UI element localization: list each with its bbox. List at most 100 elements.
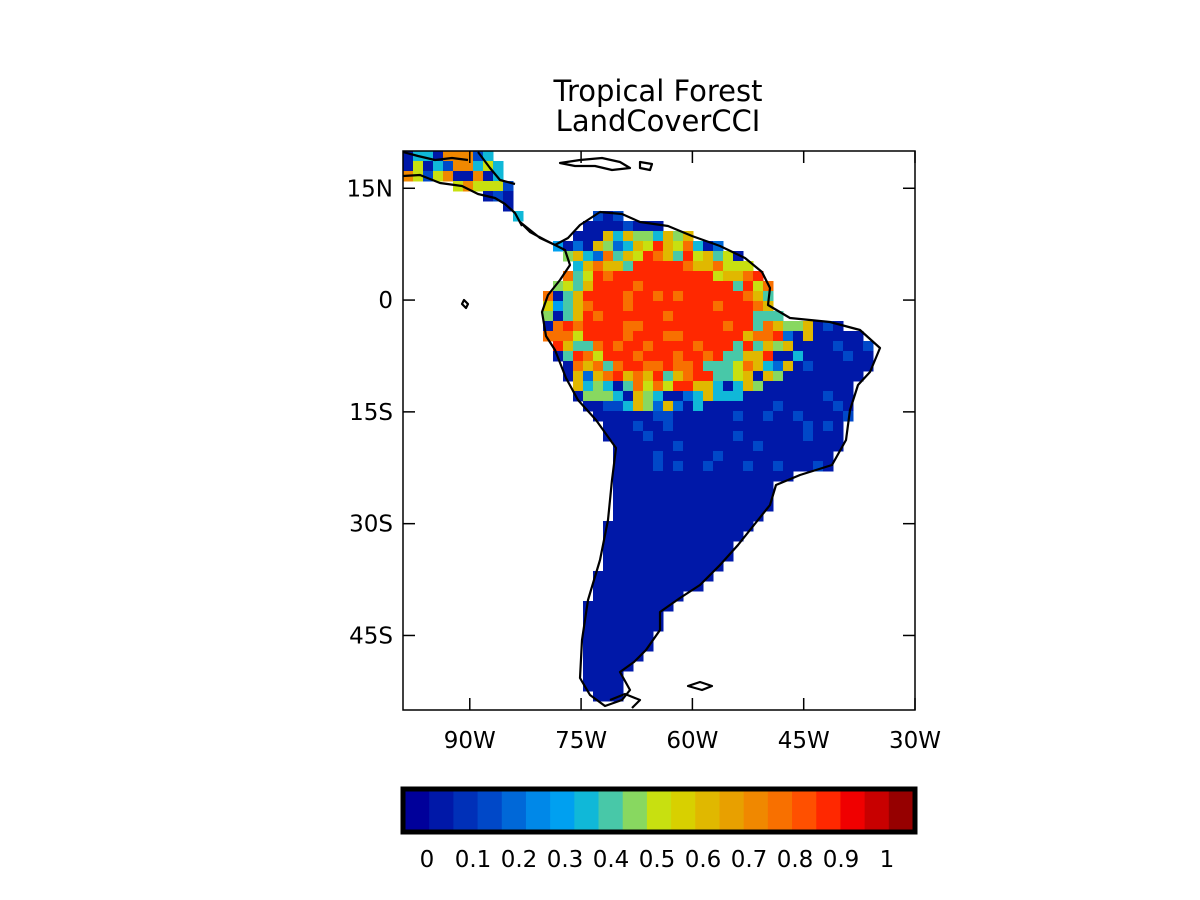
grid-cell — [753, 311, 764, 322]
grid-cell — [463, 161, 474, 172]
grid-cell — [593, 601, 604, 612]
grid-cell — [593, 611, 604, 622]
grid-cell — [673, 511, 684, 522]
grid-cell — [643, 411, 654, 422]
central-america-coastline — [403, 173, 523, 227]
grid-cell — [833, 341, 844, 352]
colorbar-swatch — [501, 791, 527, 830]
grid-cell — [693, 431, 704, 442]
grid-cell — [773, 391, 784, 402]
grid-cell — [673, 591, 684, 602]
grid-cell — [783, 401, 794, 412]
grid-cell — [613, 551, 624, 562]
grid-cell — [463, 151, 474, 162]
colorbar-swatches — [405, 791, 914, 830]
grid-cell — [643, 311, 654, 322]
grid-cell — [593, 311, 604, 322]
grid-cell — [613, 611, 624, 622]
grid-cell — [783, 381, 794, 392]
grid-cell — [773, 421, 784, 432]
grid-cell — [833, 421, 844, 432]
grid-cell — [633, 361, 644, 372]
grid-cell — [593, 231, 604, 242]
grid-cell — [613, 501, 624, 512]
grid-cell — [623, 441, 634, 452]
grid-cell — [643, 501, 654, 512]
grid-cell — [683, 431, 694, 442]
grid-cell — [653, 351, 664, 362]
grid-cell — [673, 521, 684, 532]
grid-cell — [583, 651, 594, 662]
grid-cell — [633, 621, 644, 632]
grid-cell — [693, 501, 704, 512]
grid-cell — [753, 431, 764, 442]
grid-cell — [723, 461, 734, 472]
grid-cell — [553, 281, 564, 292]
grid-cell — [633, 351, 644, 362]
grid-cell — [683, 571, 694, 582]
grid-cell — [693, 351, 704, 362]
grid-cell — [783, 411, 794, 422]
grid-cell — [663, 271, 674, 282]
grid-cell — [673, 451, 684, 462]
grid-cell — [703, 311, 714, 322]
grid-cell — [803, 381, 814, 392]
grid-cell — [813, 391, 824, 402]
colorbar-swatch — [671, 791, 696, 830]
grid-cell — [653, 621, 664, 632]
grid-cell — [563, 311, 574, 322]
grid-cell — [693, 371, 704, 382]
grid-cell — [583, 291, 594, 302]
grid-cell — [803, 441, 814, 452]
grid-cell — [683, 241, 694, 252]
grid-cell — [713, 491, 724, 502]
grid-cell — [753, 471, 764, 482]
grid-cell — [623, 451, 634, 462]
grid-cell — [753, 451, 764, 462]
grid-cell — [703, 501, 714, 512]
grid-cell — [693, 391, 704, 402]
grid-cell — [593, 331, 604, 342]
grid-cell — [613, 541, 624, 552]
grid-cell — [683, 451, 694, 462]
grid-cell — [723, 301, 734, 312]
grid-cell — [753, 271, 764, 282]
grid-cell — [583, 311, 594, 322]
grid-cell — [573, 311, 584, 322]
grid-cell — [633, 251, 644, 262]
grid-cell — [623, 591, 634, 602]
grid-cell — [603, 561, 614, 572]
grid-cell — [663, 511, 674, 522]
grid-cell — [713, 361, 724, 372]
grid-cell — [593, 391, 604, 402]
grid-cell — [683, 311, 694, 322]
grid-cell — [823, 381, 834, 392]
grid-cell — [563, 351, 574, 362]
grid-cell — [643, 291, 654, 302]
grid-cell — [713, 321, 724, 332]
grid-cell — [563, 361, 574, 372]
grid-cell — [653, 421, 664, 432]
grid-cell — [643, 531, 654, 542]
grid-cell — [593, 291, 604, 302]
grid-cell — [663, 501, 674, 512]
grid-cell — [853, 361, 864, 372]
grid-cell — [613, 631, 624, 642]
grid-cell — [643, 301, 654, 312]
grid-cell — [543, 301, 554, 312]
grid-cell — [493, 191, 504, 202]
grid-cell — [583, 281, 594, 292]
grid-cell — [663, 471, 674, 482]
grid-cell — [763, 461, 774, 472]
grid-cell — [613, 271, 624, 282]
grid-cell — [673, 411, 684, 422]
grid-cell — [613, 261, 624, 272]
grid-cell — [683, 401, 694, 412]
grid-cell — [763, 361, 774, 372]
grid-cell — [663, 301, 674, 312]
grid-cell — [603, 271, 614, 282]
grid-cell — [663, 461, 674, 472]
grid-cell — [723, 391, 734, 402]
grid-cell — [733, 421, 744, 432]
grid-cell — [673, 301, 684, 312]
